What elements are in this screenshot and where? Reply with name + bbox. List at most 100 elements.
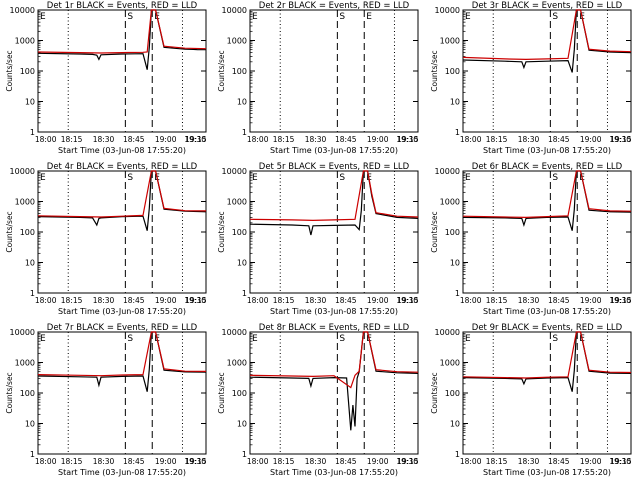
chart-7-s-marker-label: S [127, 334, 133, 344]
chart-2-ytick-label: 1000 [227, 37, 247, 46]
chart-8-ytick-label: 100 [232, 389, 247, 398]
chart-9-xtick-label: 18:30 [518, 457, 540, 466]
chart-1-ytick-label: 1000 [15, 37, 35, 46]
chart-7-series-events-line [37, 331, 207, 392]
chart-1-xtick-label: 18:45 [123, 135, 145, 144]
chart-8-ytick-label: 1 [242, 450, 247, 459]
chart-2-xtick-label: 18:45 [335, 135, 357, 144]
chart-7-xtick-label: 19:00 [155, 457, 177, 466]
chart-7-frame [37, 331, 207, 455]
chart-2-xtick-label: 18:00 [247, 135, 269, 144]
chart-9-xlabel: Start Time (03-Jun-08 17:55:20) [483, 468, 611, 477]
chart-8-ytick-label: 10 [237, 420, 247, 429]
chart-2-ytick-label: 100 [232, 67, 247, 76]
chart-6-xtick-label: 18:45 [548, 296, 570, 305]
chart-5-xtick-label: 18:45 [335, 296, 357, 305]
chart-9-xtick-label: 18:45 [548, 457, 570, 466]
chart-3-xtick-label: 18:15 [486, 135, 508, 144]
chart-9-panel: 1 10 100 1000 10000 18:00 18:15 18:30 18:45 19:00… [430, 323, 632, 477]
chart-7-panel: 1 10 100 1000 10000 18:00 18:15 18:30 18:45 19:00… [5, 323, 207, 477]
chart-9-frame [462, 331, 632, 455]
chart-9-s-marker-label: S [552, 334, 558, 344]
chart-4-e-marker-label-left: E [40, 173, 46, 183]
chart-5-ytick-label: 1000 [227, 198, 247, 207]
chart-1-xtick-label: 19:15 [185, 135, 207, 144]
chart-3-series-lld-line [462, 9, 632, 61]
chart-4-xtick-label: 18:30 [93, 296, 115, 305]
chart-3-xlabel: Start Time (03-Jun-08 17:55:20) [483, 146, 611, 155]
chart-5-e-marker-label-left: E [252, 173, 258, 183]
chart-7-xtick-label: 18:30 [93, 457, 115, 466]
chart-3-series-events-line [462, 9, 632, 73]
chart-1-xtick-label: 18:00 [35, 135, 57, 144]
chart-5-panel: 1 10 100 1000 10000 18:00 18:15 18:30 18:45 19:00… [217, 162, 419, 316]
chart-6-ytick-label: 100 [445, 228, 460, 237]
chart-8-ytick-label: 10000 [222, 328, 247, 337]
chart-3-xtick-label: 19:30 [609, 135, 631, 144]
chart-4-ytick-label: 10000 [10, 167, 35, 176]
chart-3-xtick-label: 19:00 [580, 135, 602, 144]
chart-8-xtick-label: 19:00 [367, 457, 389, 466]
chart-2-s-marker-label: S [339, 12, 345, 22]
chart-6-ytick-label: 1000 [440, 198, 460, 207]
chart-4-title: Det 4r BLACK = Events, RED = LLD [47, 162, 198, 172]
chart-8-xtick-label: 19:15 [397, 457, 419, 466]
chart-8-ylabel: Counts/sec [217, 372, 226, 413]
chart-2-panel: 1 10 100 1000 10000 18:00 18:15 18:30 18:45 19:00… [217, 1, 419, 155]
chart-4-xtick-label: 19:00 [155, 296, 177, 305]
chart-5-xtick-label: 19:00 [367, 296, 389, 305]
chart-8-title: Det 8r BLACK = Events, RED = LLD [259, 323, 410, 333]
chart-5-xtick-label: 18:00 [247, 296, 269, 305]
chart-6-xtick-label: 18:15 [486, 296, 508, 305]
chart-4-xtick-label: 19:15 [185, 296, 207, 305]
chart-4-ytick-label: 10 [25, 259, 35, 268]
chart-9-xtick-label: 19:15 [610, 457, 632, 466]
chart-9-ytick-label: 1000 [440, 359, 460, 368]
chart-4-series-events-line [37, 170, 207, 231]
chart-7-xtick-label: 18:00 [35, 457, 57, 466]
chart-8-series-events-line [249, 331, 419, 431]
chart-4-xtick-label: 18:15 [61, 296, 83, 305]
chart-4-xtick-label: 19:30 [184, 296, 206, 305]
chart-1-ytick-label: 10 [25, 98, 35, 107]
chart-7-e-marker-label-left: E [40, 334, 46, 344]
chart-8-s-marker-label: S [339, 334, 345, 344]
chart-5-s-marker-label: S [339, 173, 345, 183]
chart-1-panel: 1 10 100 1000 10000 18:00 18:15 18:30 18:45 19:00… [5, 1, 207, 155]
chart-1-ytick-label: 1 [30, 128, 35, 137]
chart-9-title: Det 9r BLACK = Events, RED = LLD [472, 323, 623, 333]
chart-6-title: Det 6r BLACK = Events, RED = LLD [472, 162, 623, 172]
chart-2-ytick-label: 10 [237, 98, 247, 107]
chart-2-ytick-label: 10000 [222, 6, 247, 15]
chart-2-xtick-label: 18:15 [273, 135, 295, 144]
chart-4-ylabel: Counts/sec [5, 211, 14, 252]
chart-2-frame [249, 9, 419, 133]
chart-5-xtick-label: 19:15 [397, 296, 419, 305]
chart-9-ytick-label: 10 [450, 420, 460, 429]
chart-9-e-marker-label-left: E [465, 334, 471, 344]
chart-7-ytick-label: 1000 [15, 359, 35, 368]
chart-5-ytick-label: 10 [237, 259, 247, 268]
chart-5-xtick-label: 19:30 [396, 296, 418, 305]
chart-1-series-lld-line [37, 9, 207, 54]
chart-7-series-lld-line [37, 331, 207, 377]
chart-6-ytick-label: 1 [455, 289, 460, 298]
chart-7-title: Det 7r BLACK = Events, RED = LLD [47, 323, 198, 333]
chart-1-ytick-label: 100 [20, 67, 35, 76]
chart-9-xtick-label: 18:00 [460, 457, 482, 466]
chart-1-ytick-label: 10000 [10, 6, 35, 15]
chart-4-ytick-label: 1 [30, 289, 35, 298]
chart-7-xtick-label: 18:45 [123, 457, 145, 466]
chart-6-frame [462, 170, 632, 294]
chart-4-frame [37, 170, 207, 294]
chart-2-ylabel: Counts/sec [217, 50, 226, 91]
chart-3-title: Det 3r BLACK = Events, RED = LLD [472, 1, 623, 11]
chart-1-frame [37, 9, 207, 133]
chart-9-xtick-label: 19:30 [609, 457, 631, 466]
chart-7-ylabel: Counts/sec [5, 372, 14, 413]
chart-5-ytick-label: 1 [242, 289, 247, 298]
chart-6-series-events-line [462, 170, 632, 231]
chart-2-xtick-label: 19:15 [397, 135, 419, 144]
chart-3-s-marker-label: S [552, 12, 558, 22]
